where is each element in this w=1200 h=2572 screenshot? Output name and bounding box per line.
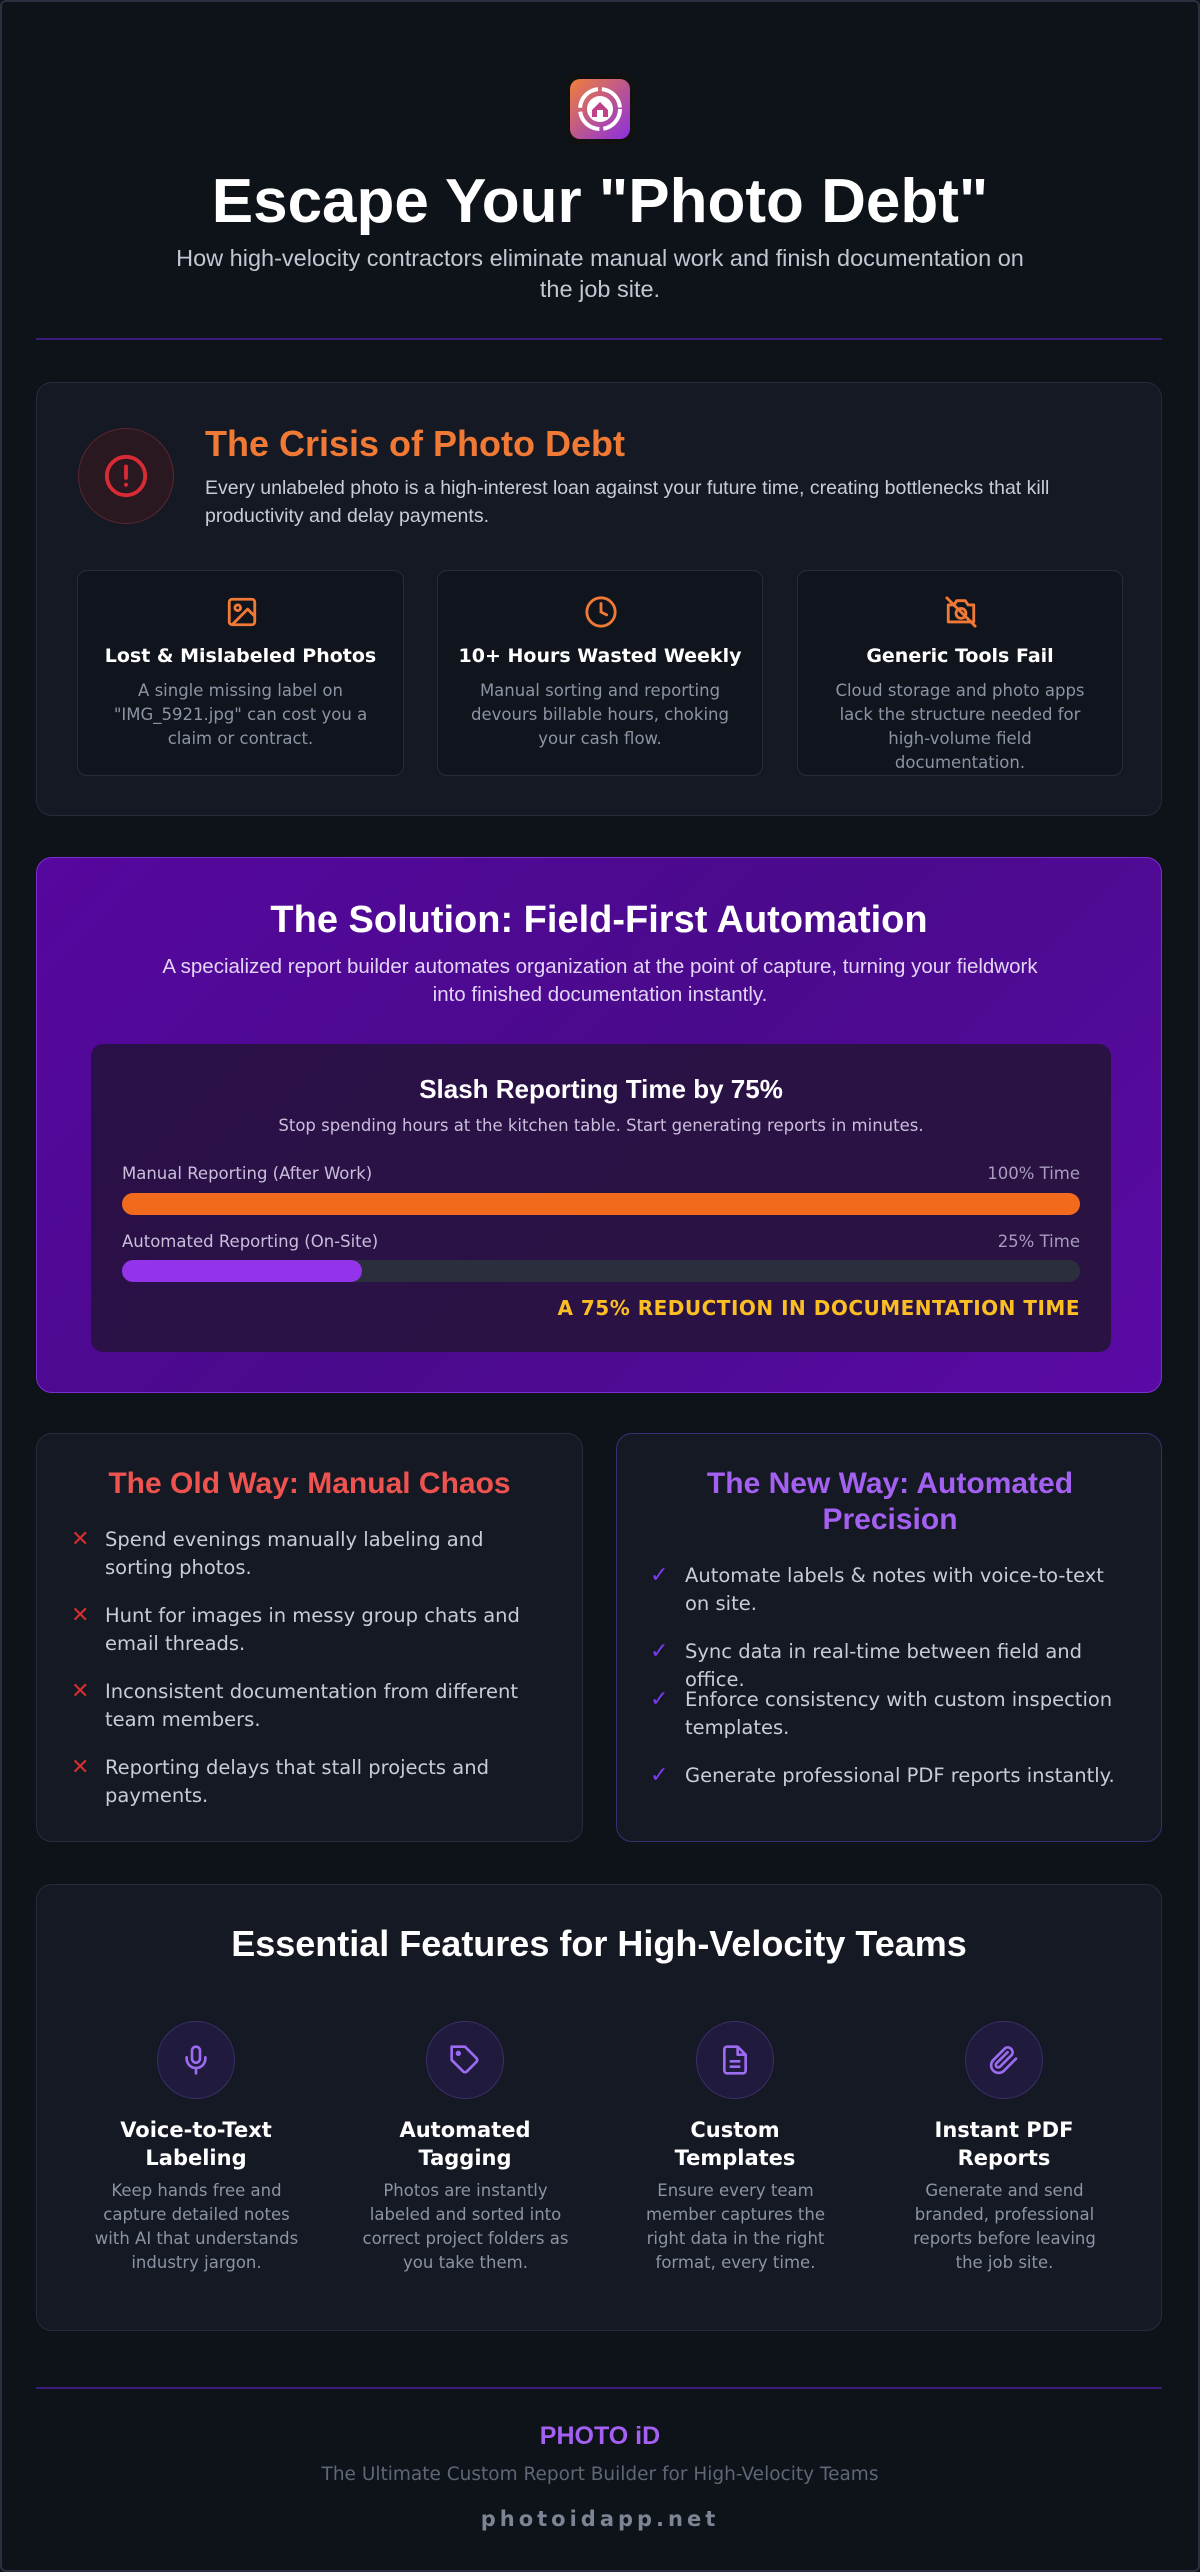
check-mark: ✓ [650, 1687, 669, 1712]
page-title: Escape Your "Photo Debt" [211, 167, 989, 236]
problem-title: Generic Tools Fail [866, 645, 1054, 667]
problem-card: 10+ Hours Wasted Weekly Manual sorting a… [437, 570, 763, 776]
old-way-title: The Old Way: Manual Chaos [108, 1467, 511, 1500]
feature-title: Voice-to-Text Labeling [120, 2118, 272, 2170]
new-way-card: The New Way: Automated Precision ✓ Automa… [616, 1433, 1162, 1842]
x-mark: ✕ [71, 1603, 90, 1628]
x-mark: ✕ [71, 1755, 90, 1780]
comparison-box: Slash Reporting Time by 75% Stop spendin… [91, 1044, 1111, 1352]
footer-brand: PHOTO iD [539, 2422, 661, 2450]
crisis-card: The Crisis of Photo Debt Every unlabeled… [36, 382, 1162, 816]
divider [36, 2387, 1162, 2389]
check-mark: ✓ [650, 1563, 669, 1588]
comparison-subtitle: Stop spending hours at the kitchen table… [278, 1116, 924, 1135]
feature-title: Instant PDF Reports [934, 2118, 1074, 2170]
bar-value: 25% Time [997, 1232, 1080, 1251]
bar-label: Manual Reporting (After Work) [122, 1164, 373, 1183]
bar-fill [122, 1260, 362, 1282]
problem-title: 10+ Hours Wasted Weekly [458, 645, 742, 667]
feature-icon [426, 2021, 504, 2099]
bar-fill [122, 1193, 1080, 1215]
problem-text: Cloud storage and photo apps lack the st… [835, 681, 1085, 772]
old-way-card: The Old Way: Manual Chaos ✕ Spend evening… [36, 1433, 583, 1842]
problem-title: Lost & Mislabeled Photos [104, 645, 377, 667]
feature-icon [965, 2021, 1043, 2099]
solution-title: The Solution: Field-First Automation [270, 899, 928, 941]
new-way-title: The New Way: Automated Precision [706, 1467, 1074, 1536]
feature-icon [696, 2021, 774, 2099]
logo [565, 74, 635, 144]
feature-title: Custom Templates [674, 2118, 796, 2170]
list-item: Inconsistent documentation from differen… [105, 1680, 518, 1731]
footer-tagline: The Ultimate Custom Report Builder for H… [321, 2464, 879, 2485]
list-item: Sync data in real-time between field and… [685, 1640, 1083, 1691]
comparison-title: Slash Reporting Time by 75% [419, 1074, 783, 1104]
problem-text: A single missing label on "IMG_5921.jpg"… [113, 681, 368, 748]
list-item: Reporting delays that stall projects and… [105, 1756, 489, 1807]
solution-card: The Solution: Field-First Automation A s… [36, 857, 1162, 1393]
check-mark: ✓ [650, 1763, 669, 1788]
feature-text: Photos are instantly labeled and sorted … [362, 2181, 569, 2272]
feature-text: Keep hands free and capture detailed not… [94, 2181, 299, 2272]
footer-url: photoidapp.net [480, 2507, 720, 2531]
bar-label: Automated Reporting (On-Site) [122, 1232, 379, 1251]
feature-icon [157, 2021, 235, 2099]
feature-text: Generate and send branded, professional … [913, 2181, 1096, 2272]
list-item: Enforce consistency with custom inspecti… [685, 1688, 1113, 1739]
problem-text: Manual sorting and reporting devours bil… [471, 681, 729, 748]
crisis-title: The Crisis of Photo Debt [205, 423, 626, 464]
callout: A 75% REDUCTION IN DOCUMENTATION TIME [557, 1296, 1080, 1320]
list-item: Automate labels & notes with voice-to-te… [685, 1564, 1104, 1615]
features-card: Essential Features for High-Velocity Tea… [36, 1884, 1162, 2331]
problem-card: Lost & Mislabeled Photos A single missin… [77, 570, 404, 776]
bar-track [122, 1260, 1080, 1282]
x-mark: ✕ [71, 1527, 90, 1552]
divider [36, 338, 1162, 340]
check-mark: ✓ [650, 1639, 669, 1664]
alert-icon [78, 428, 174, 524]
bar-track [122, 1193, 1080, 1215]
list-item: Spend evenings manually labeling and sor… [105, 1528, 484, 1579]
logo-icon [570, 79, 630, 139]
feature-title: Automated Tagging [399, 2118, 531, 2170]
features-title: Essential Features for High-Velocity Tea… [231, 1923, 967, 1964]
feature-text: Ensure every team member captures the ri… [645, 2181, 826, 2272]
list-item: Generate professional PDF reports instan… [685, 1764, 1115, 1787]
x-mark: ✕ [71, 1679, 90, 1704]
page-subtitle: How high-velocity contractors eliminate … [176, 245, 1024, 302]
solution-text: A specialized report builder automates o… [162, 955, 1038, 1006]
list-item: Hunt for images in messy group chats and… [105, 1604, 520, 1655]
problem-card: Generic Tools Fail Cloud storage and pho… [797, 570, 1123, 776]
bar-value: 100% Time [987, 1164, 1080, 1183]
crisis-text: Every unlabeled photo is a high-interest… [205, 477, 1050, 527]
